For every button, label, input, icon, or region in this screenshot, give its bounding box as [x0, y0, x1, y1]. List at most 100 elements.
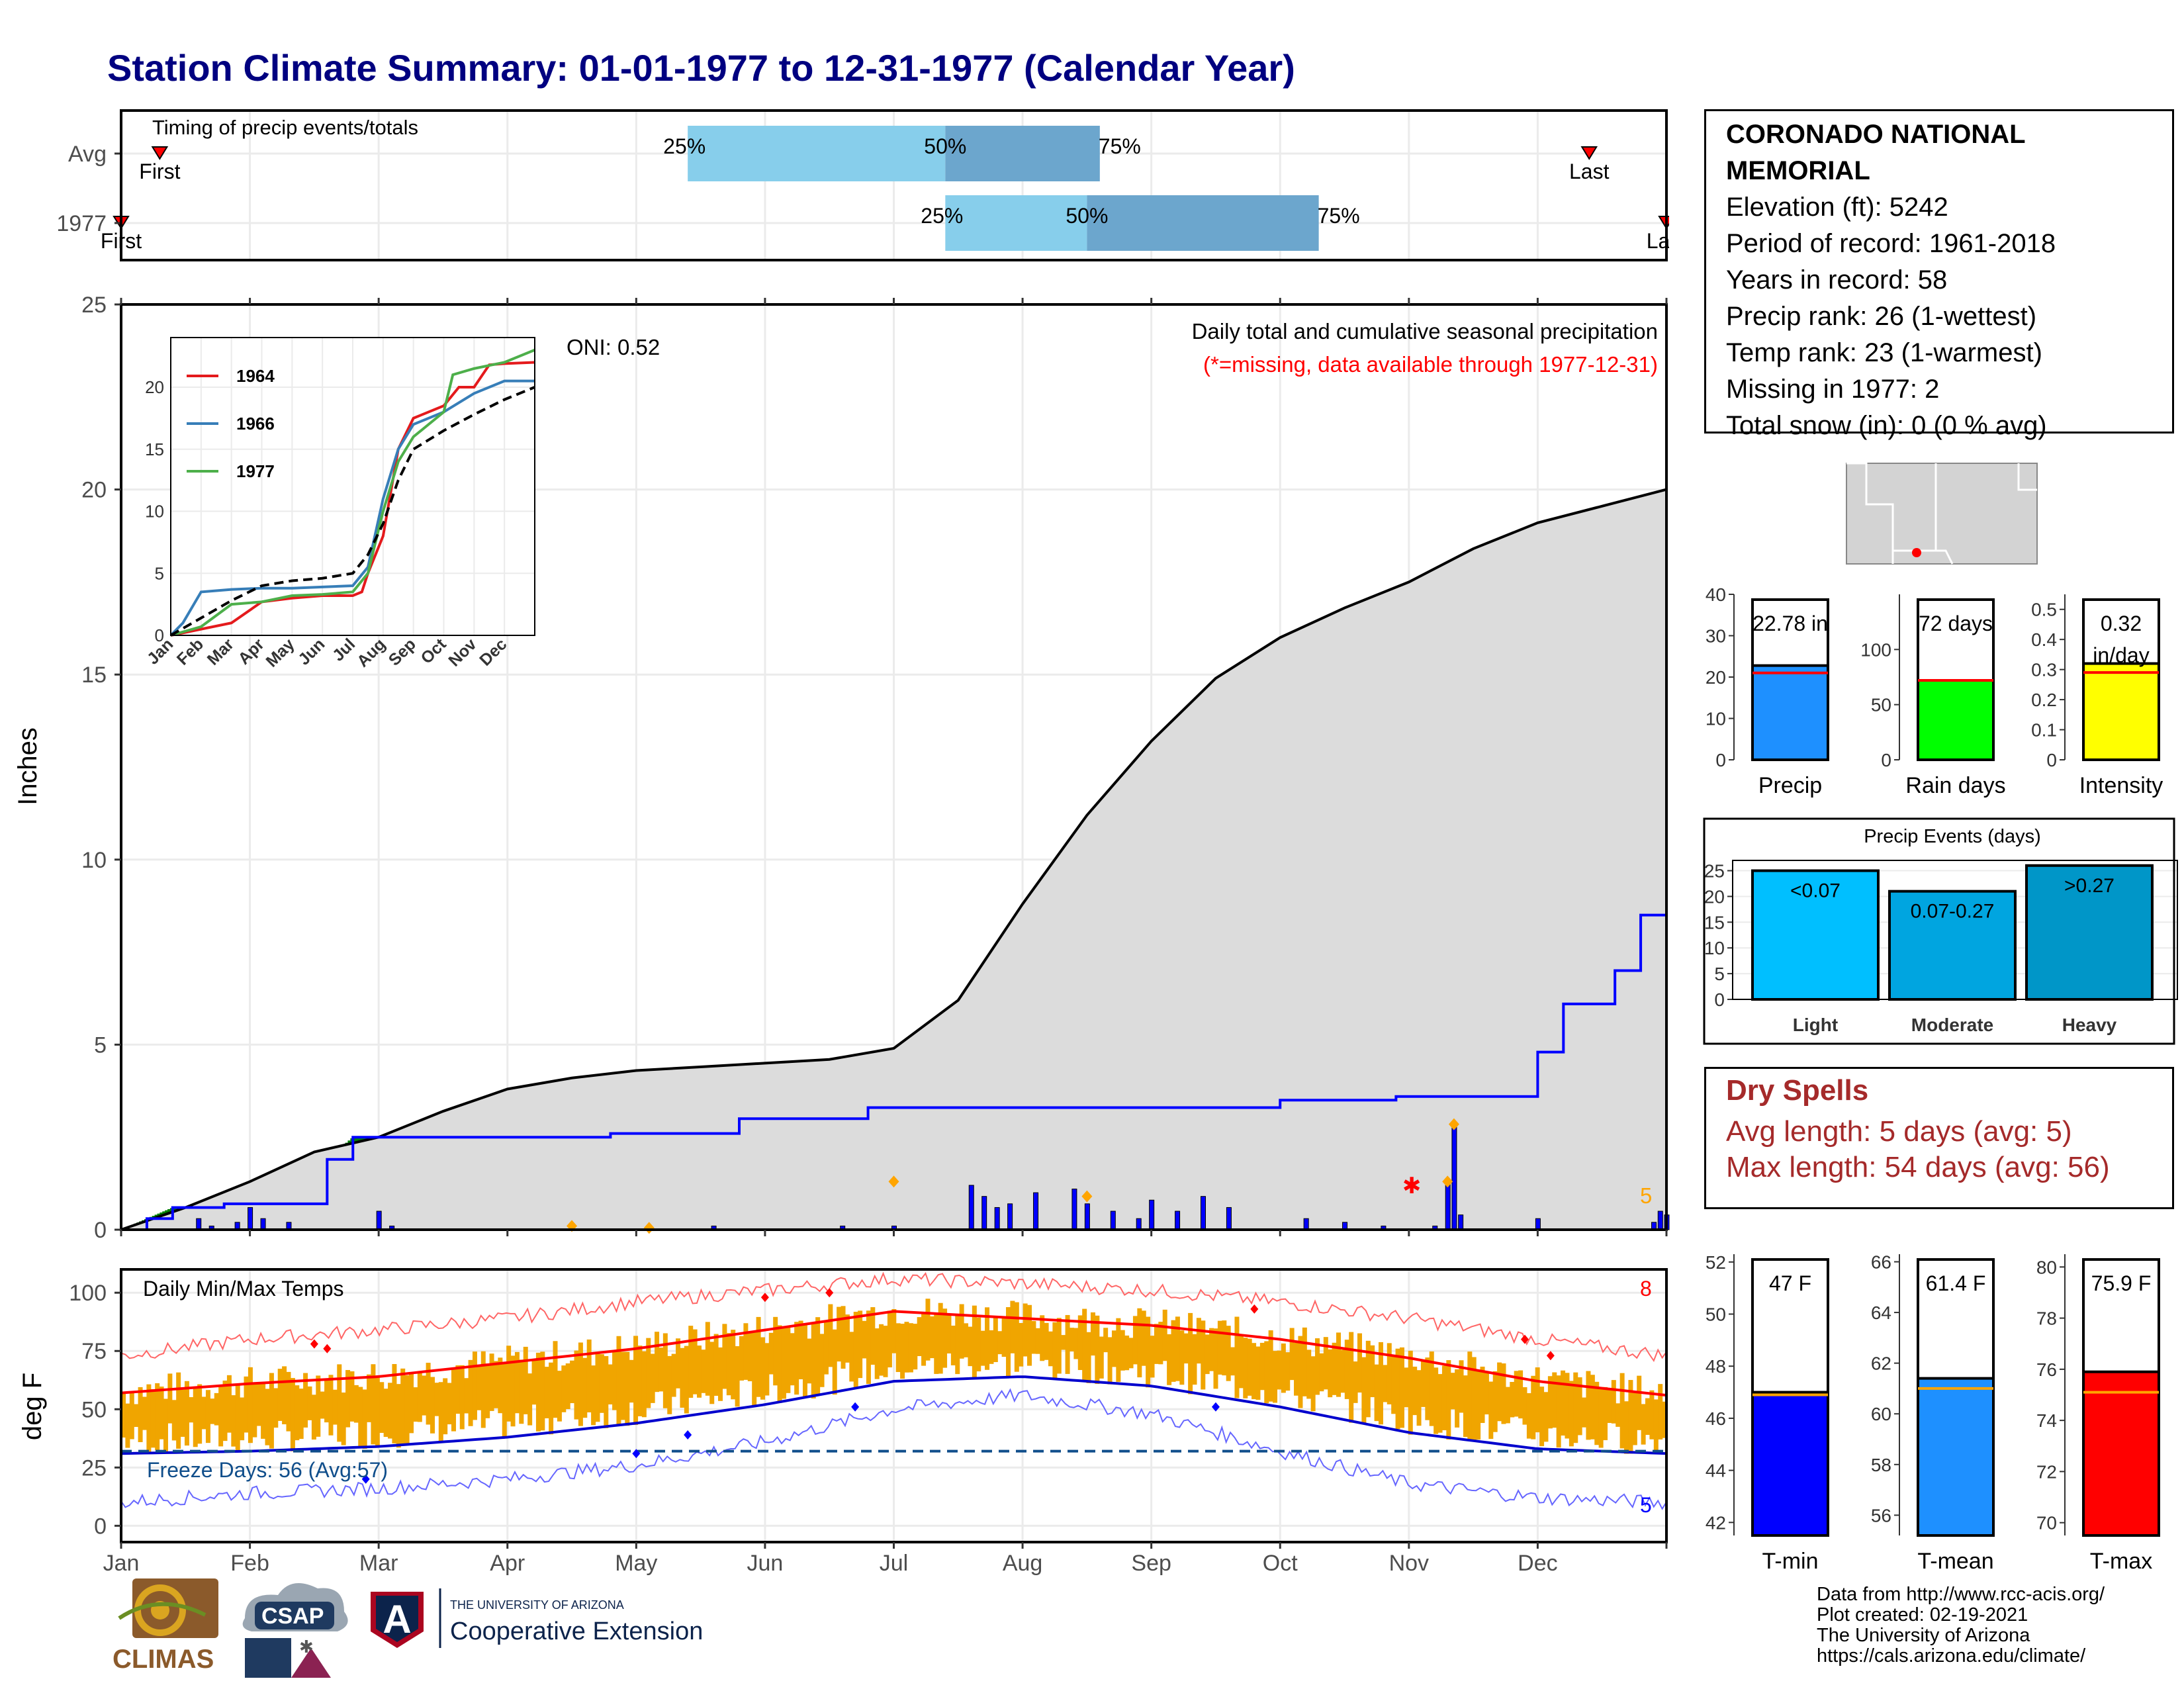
daily-temp-bar	[845, 1314, 850, 1363]
precip-events-title: Precip Events (days)	[1864, 826, 2041, 847]
daily-temp-bar	[236, 1385, 240, 1451]
tmin-chart-category-label: T-min	[1762, 1549, 1819, 1574]
high-count-label: 8	[1640, 1277, 1652, 1301]
daily-temp-bar	[718, 1348, 723, 1401]
tmin-chart-bar	[1752, 1393, 1828, 1535]
precip-total-chart-value-label: 22.78 in	[1752, 612, 1828, 635]
precip-ytick-label: 15	[81, 663, 107, 688]
daily-temp-bar	[1569, 1381, 1574, 1446]
daily-temp-bar	[1620, 1373, 1625, 1449]
daily-temp-bar	[384, 1389, 388, 1437]
daily-temp-bar	[202, 1396, 206, 1429]
month-axis-label: Jul	[880, 1551, 908, 1576]
daily-temp-bar	[1488, 1382, 1493, 1440]
intensity-chart-ytick-label: 0.1	[2031, 720, 2057, 741]
low-count-label: 5	[1640, 1493, 1652, 1517]
daily-temp-bar	[1112, 1330, 1116, 1367]
intensity-chart-ytick-label: 0.4	[2031, 629, 2057, 650]
daily-temp-bar	[1061, 1335, 1066, 1349]
daily-temp-bar	[1531, 1376, 1535, 1440]
daily-temp-bar	[841, 1306, 846, 1369]
daily-temp-bar	[629, 1360, 634, 1402]
daily-temp-bar	[1340, 1349, 1345, 1393]
daily-temp-bar	[1281, 1344, 1286, 1393]
daily-temp-bar	[1607, 1388, 1612, 1423]
station-name-line1: CORONADO NATIONAL	[1726, 116, 2172, 153]
daily-temp-bar	[993, 1317, 998, 1362]
daily-temp-bar	[223, 1381, 228, 1441]
precip-ytick-label: 20	[81, 478, 107, 503]
intensity-chart-bar	[2083, 664, 2159, 760]
daily-temp-bar	[1264, 1341, 1269, 1403]
inset-legend-label: 1977	[236, 461, 275, 481]
daily-precip-bar	[1072, 1189, 1077, 1230]
daily-temp-bar	[218, 1385, 223, 1446]
daily-temp-bar	[1243, 1338, 1248, 1398]
daily-temp-bar	[955, 1316, 960, 1374]
daily-temp-bar	[612, 1351, 617, 1410]
daily-temp-bar	[248, 1367, 253, 1443]
daily-temp-bar	[185, 1381, 189, 1445]
daily-temp-bar	[930, 1316, 934, 1358]
daily-temp-bar	[1535, 1367, 1540, 1432]
daily-temp-bar	[396, 1384, 401, 1447]
daily-temp-bar	[252, 1384, 257, 1438]
daily-temp-bar	[189, 1397, 193, 1422]
precip-events-ytick-label: 20	[1704, 886, 1725, 907]
daily-temp-bar	[748, 1332, 752, 1381]
daily-temp-bar	[1527, 1393, 1531, 1439]
credit-plot-created: Plot created: 02-19-2021	[1817, 1605, 2105, 1625]
daily-precip-bar	[1111, 1211, 1115, 1230]
precip-events-chart: 0510152025<0.07Light0.07-0.27Moderate>0.…	[1704, 819, 2177, 1044]
daily-precip-bar	[1034, 1193, 1038, 1230]
daily-temp-bar	[591, 1365, 596, 1425]
ua-a-icon: A	[383, 1597, 411, 1641]
daily-temp-bar	[1234, 1316, 1239, 1398]
precip-events-ytick-label: 5	[1714, 964, 1725, 984]
daily-temp-bar	[735, 1346, 740, 1406]
daily-precip-bar	[248, 1207, 253, 1230]
daily-temp-bar	[1019, 1323, 1023, 1367]
month-axis-label: Nov	[1389, 1551, 1429, 1576]
daily-temp-bar	[989, 1330, 993, 1364]
daily-temp-bar	[1417, 1370, 1422, 1426]
month-axis-label: Dec	[1518, 1551, 1557, 1576]
daily-temp-bar	[1506, 1387, 1510, 1424]
daily-temp-bar	[231, 1395, 236, 1447]
daily-temp-bar	[295, 1385, 299, 1440]
daily-temp-bar	[1332, 1343, 1337, 1395]
daily-temp-bar	[159, 1387, 164, 1440]
daily-temp-bar	[1179, 1330, 1184, 1385]
daily-temp-bar	[1120, 1330, 1125, 1371]
daily-temp-bar	[799, 1320, 803, 1379]
timing-p50-label: 50%	[924, 134, 966, 158]
daily-temp-bar	[561, 1365, 566, 1412]
month-axis-label: Feb	[230, 1551, 269, 1576]
daily-temp-bar	[1467, 1351, 1472, 1440]
timing-p25-label: 25%	[663, 134, 705, 158]
ua-logo: A THE UNIVERSITY OF ARIZONA Cooperative …	[371, 1588, 703, 1648]
daily-temp-bar	[595, 1352, 600, 1422]
daily-precip-bar	[1008, 1204, 1013, 1230]
tmax-chart-ytick-label: 76	[2036, 1359, 2057, 1380]
daily-temp-bar	[125, 1404, 130, 1448]
tmin-chart-value-label: 47 F	[1769, 1271, 1811, 1295]
daily-temp-bar	[1400, 1348, 1404, 1428]
daily-temp-bar	[942, 1308, 947, 1367]
daily-temp-bar	[1421, 1361, 1426, 1407]
daily-temp-bar	[705, 1322, 710, 1395]
daily-temp-bar	[1615, 1403, 1620, 1427]
daily-temp-bar	[1586, 1371, 1590, 1440]
daily-temp-bar	[1396, 1349, 1400, 1430]
precip-total-chart-ytick-label: 40	[1706, 584, 1726, 605]
month-axis-label: Apr	[490, 1551, 525, 1576]
daily-temp-bar	[1222, 1320, 1226, 1375]
inset-ytick-label: 15	[145, 439, 164, 459]
daily-temp-bar	[485, 1363, 490, 1418]
precip-events-bar-label: 0.07-0.27	[1911, 901, 1995, 923]
daily-temp-bar	[333, 1390, 338, 1425]
intensity-chart-ytick-label: 0.3	[2031, 660, 2057, 680]
credit-url: https://cals.arizona.edu/climate/	[1817, 1646, 2105, 1667]
